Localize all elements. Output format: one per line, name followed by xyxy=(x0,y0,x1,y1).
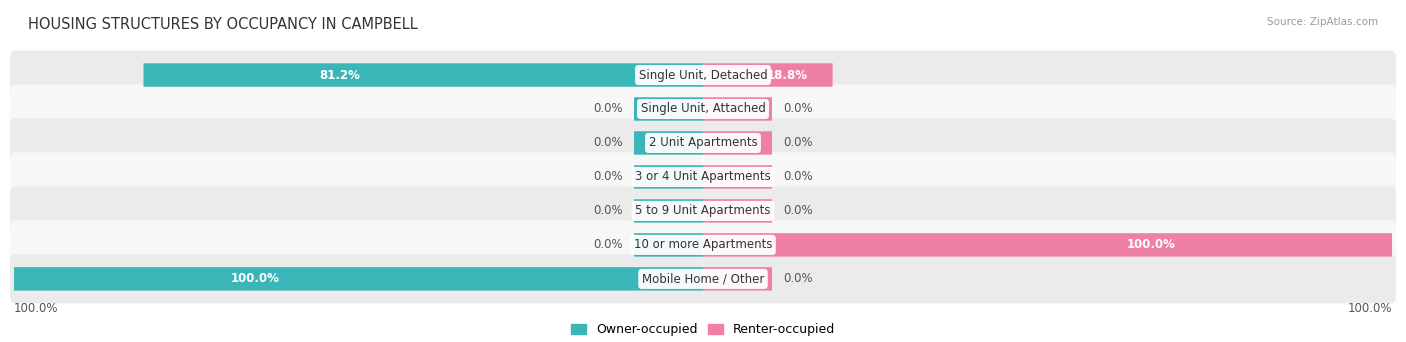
Text: Source: ZipAtlas.com: Source: ZipAtlas.com xyxy=(1267,17,1378,27)
Text: 100.0%: 100.0% xyxy=(1347,302,1392,315)
FancyBboxPatch shape xyxy=(634,233,703,256)
Text: 2 Unit Apartments: 2 Unit Apartments xyxy=(648,136,758,149)
FancyBboxPatch shape xyxy=(634,165,703,189)
Text: Mobile Home / Other: Mobile Home / Other xyxy=(641,272,765,285)
Text: 100.0%: 100.0% xyxy=(1126,238,1175,251)
FancyBboxPatch shape xyxy=(634,97,703,121)
Text: 18.8%: 18.8% xyxy=(766,68,807,81)
Text: Single Unit, Attached: Single Unit, Attached xyxy=(641,103,765,116)
Text: 0.0%: 0.0% xyxy=(593,136,623,149)
Text: 3 or 4 Unit Apartments: 3 or 4 Unit Apartments xyxy=(636,170,770,183)
Text: 0.0%: 0.0% xyxy=(593,103,623,116)
FancyBboxPatch shape xyxy=(703,131,772,155)
FancyBboxPatch shape xyxy=(10,119,1396,168)
Legend: Owner-occupied, Renter-occupied: Owner-occupied, Renter-occupied xyxy=(567,318,839,342)
FancyBboxPatch shape xyxy=(10,153,1396,201)
Text: 100.0%: 100.0% xyxy=(14,302,59,315)
FancyBboxPatch shape xyxy=(703,97,772,121)
FancyBboxPatch shape xyxy=(703,267,772,291)
FancyBboxPatch shape xyxy=(10,51,1396,100)
Text: 10 or more Apartments: 10 or more Apartments xyxy=(634,238,772,251)
Text: HOUSING STRUCTURES BY OCCUPANCY IN CAMPBELL: HOUSING STRUCTURES BY OCCUPANCY IN CAMPB… xyxy=(28,17,418,32)
Text: 0.0%: 0.0% xyxy=(783,272,813,285)
Text: 5 to 9 Unit Apartments: 5 to 9 Unit Apartments xyxy=(636,205,770,218)
Text: 100.0%: 100.0% xyxy=(231,272,280,285)
Text: 0.0%: 0.0% xyxy=(593,170,623,183)
Text: 0.0%: 0.0% xyxy=(593,238,623,251)
FancyBboxPatch shape xyxy=(703,63,832,87)
Text: Single Unit, Detached: Single Unit, Detached xyxy=(638,68,768,81)
FancyBboxPatch shape xyxy=(143,63,703,87)
FancyBboxPatch shape xyxy=(10,254,1396,303)
FancyBboxPatch shape xyxy=(634,199,703,223)
FancyBboxPatch shape xyxy=(703,199,772,223)
Text: 0.0%: 0.0% xyxy=(783,136,813,149)
Text: 0.0%: 0.0% xyxy=(783,170,813,183)
FancyBboxPatch shape xyxy=(10,84,1396,133)
FancyBboxPatch shape xyxy=(10,221,1396,269)
Text: 0.0%: 0.0% xyxy=(593,205,623,218)
Text: 81.2%: 81.2% xyxy=(319,68,360,81)
FancyBboxPatch shape xyxy=(703,233,1392,256)
Text: 0.0%: 0.0% xyxy=(783,205,813,218)
Text: 0.0%: 0.0% xyxy=(783,103,813,116)
FancyBboxPatch shape xyxy=(14,267,703,291)
FancyBboxPatch shape xyxy=(703,165,772,189)
FancyBboxPatch shape xyxy=(634,131,703,155)
FancyBboxPatch shape xyxy=(10,186,1396,235)
